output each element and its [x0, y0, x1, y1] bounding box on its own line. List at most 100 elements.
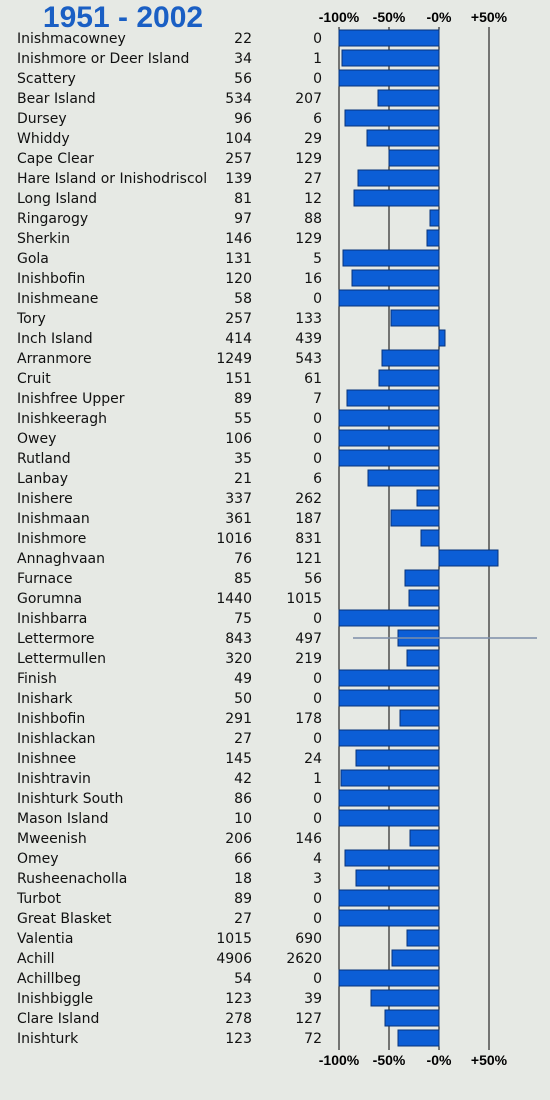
- population-2002: 1015: [286, 591, 322, 607]
- population-1951: 96: [234, 111, 252, 127]
- population-2002: 129: [295, 151, 322, 167]
- island-name: Whiddy: [17, 131, 70, 147]
- island-name: Mason Island: [17, 811, 109, 827]
- island-name: Long Island: [17, 191, 97, 207]
- island-name: Inishtravin: [17, 771, 91, 787]
- population-2002: 0: [313, 911, 322, 927]
- population-2002: 127: [295, 1011, 322, 1027]
- change-bar: [429, 209, 440, 227]
- change-bar: [338, 609, 440, 627]
- change-bar: [420, 529, 440, 547]
- row-labels: Inishmacowney 22 0 Inishmore or Deer Island…: [16, 31, 322, 1047]
- population-1951: 75: [234, 611, 252, 627]
- population-2002: 831: [295, 531, 322, 547]
- change-bar: [338, 429, 440, 447]
- change-bar: [344, 849, 440, 867]
- island-name: Inishbofin: [17, 711, 85, 727]
- population-1951: 58: [234, 291, 252, 307]
- population-2002: 262: [295, 491, 322, 507]
- population-1951: 42: [234, 771, 252, 787]
- island-name: Ringarogy: [17, 211, 88, 227]
- population-1951: 76: [234, 551, 252, 567]
- change-bar: [357, 169, 440, 187]
- population-1951: 97: [234, 211, 252, 227]
- population-1951: 104: [225, 131, 252, 147]
- population-1951: 123: [225, 991, 252, 1007]
- population-1951: 145: [225, 751, 252, 767]
- population-2002: 0: [313, 811, 322, 827]
- change-bar: [344, 109, 440, 127]
- change-bar: [390, 309, 440, 327]
- population-2002: 146: [295, 831, 322, 847]
- change-bar: [391, 949, 440, 967]
- change-bar: [388, 149, 440, 167]
- population-2002: 129: [295, 231, 322, 247]
- population-1951: 1249: [216, 351, 252, 367]
- population-1951: 337: [225, 491, 252, 507]
- change-bar: [377, 89, 440, 107]
- island-name: Achillbeg: [17, 971, 81, 987]
- island-name: Inishmore: [17, 531, 86, 547]
- island-name: Inishmeane: [17, 291, 98, 307]
- island-name: Turbot: [16, 891, 62, 907]
- island-name: Inishkeeragh: [17, 411, 107, 427]
- population-2002: 0: [313, 31, 322, 47]
- population-2002: 72: [304, 1031, 322, 1047]
- island-name: Lanbay: [17, 471, 68, 487]
- population-2002: 0: [313, 891, 322, 907]
- population-2002: 24: [304, 751, 322, 767]
- change-bar: [351, 269, 440, 287]
- island-name: Rusheenacholla: [17, 871, 127, 887]
- population-1951: 34: [234, 51, 252, 67]
- population-2002: 0: [313, 731, 322, 747]
- island-name: Dursey: [17, 111, 67, 127]
- population-2002: 1: [313, 51, 322, 67]
- population-1951: 120: [225, 271, 252, 287]
- island-name: Arranmore: [17, 351, 92, 367]
- island-name: Cape Clear: [17, 151, 94, 167]
- island-name: Inishbarra: [17, 611, 87, 627]
- island-name: Lettermore: [17, 631, 95, 647]
- population-1951: 21: [234, 471, 252, 487]
- population-2002: 0: [313, 451, 322, 467]
- change-bar: [366, 129, 440, 147]
- x-tick-bottom-1: -50%: [373, 1052, 406, 1068]
- change-bar: [341, 49, 440, 67]
- population-1951: 151: [225, 371, 252, 387]
- population-2002: 3: [313, 871, 322, 887]
- change-bar: [355, 749, 440, 767]
- island-name: Great Blasket: [17, 911, 112, 927]
- population-1951: 146: [225, 231, 252, 247]
- axis-ticks: -100% -100% -50% -50% -0% -0% +50% +50%: [319, 9, 508, 1068]
- island-name: Inishnee: [17, 751, 76, 767]
- population-1951: 139: [225, 171, 252, 187]
- population-1951: 22: [234, 31, 252, 47]
- population-1951: 320: [225, 651, 252, 667]
- change-bar: [338, 789, 440, 807]
- change-bar: [408, 589, 440, 607]
- change-bar: [342, 249, 440, 267]
- island-name: Sherkin: [17, 231, 70, 247]
- population-2002: 121: [295, 551, 322, 567]
- population-1951: 27: [234, 731, 252, 747]
- change-bar: [338, 669, 440, 687]
- x-tick-bottom-3: +50%: [471, 1052, 508, 1068]
- change-bar: [340, 769, 440, 787]
- population-2002: 0: [313, 291, 322, 307]
- population-1951: 49: [234, 671, 252, 687]
- island-name: Tory: [16, 311, 46, 327]
- change-bar: [338, 889, 440, 907]
- population-1951: 131: [225, 251, 252, 267]
- change-bar: [438, 549, 499, 567]
- change-bar: [367, 469, 440, 487]
- island-name: Lettermullen: [17, 651, 106, 667]
- x-tick-top-2: -0%: [427, 9, 452, 25]
- island-name: Annaghvaan: [17, 551, 105, 567]
- island-name: Inishturk South: [17, 791, 123, 807]
- population-2002: 1: [313, 771, 322, 787]
- population-2002: 0: [313, 691, 322, 707]
- island-name: Inishturk: [17, 1031, 79, 1047]
- population-2002: 690: [295, 931, 322, 947]
- population-2002: 6: [313, 471, 322, 487]
- change-bar: [338, 909, 440, 927]
